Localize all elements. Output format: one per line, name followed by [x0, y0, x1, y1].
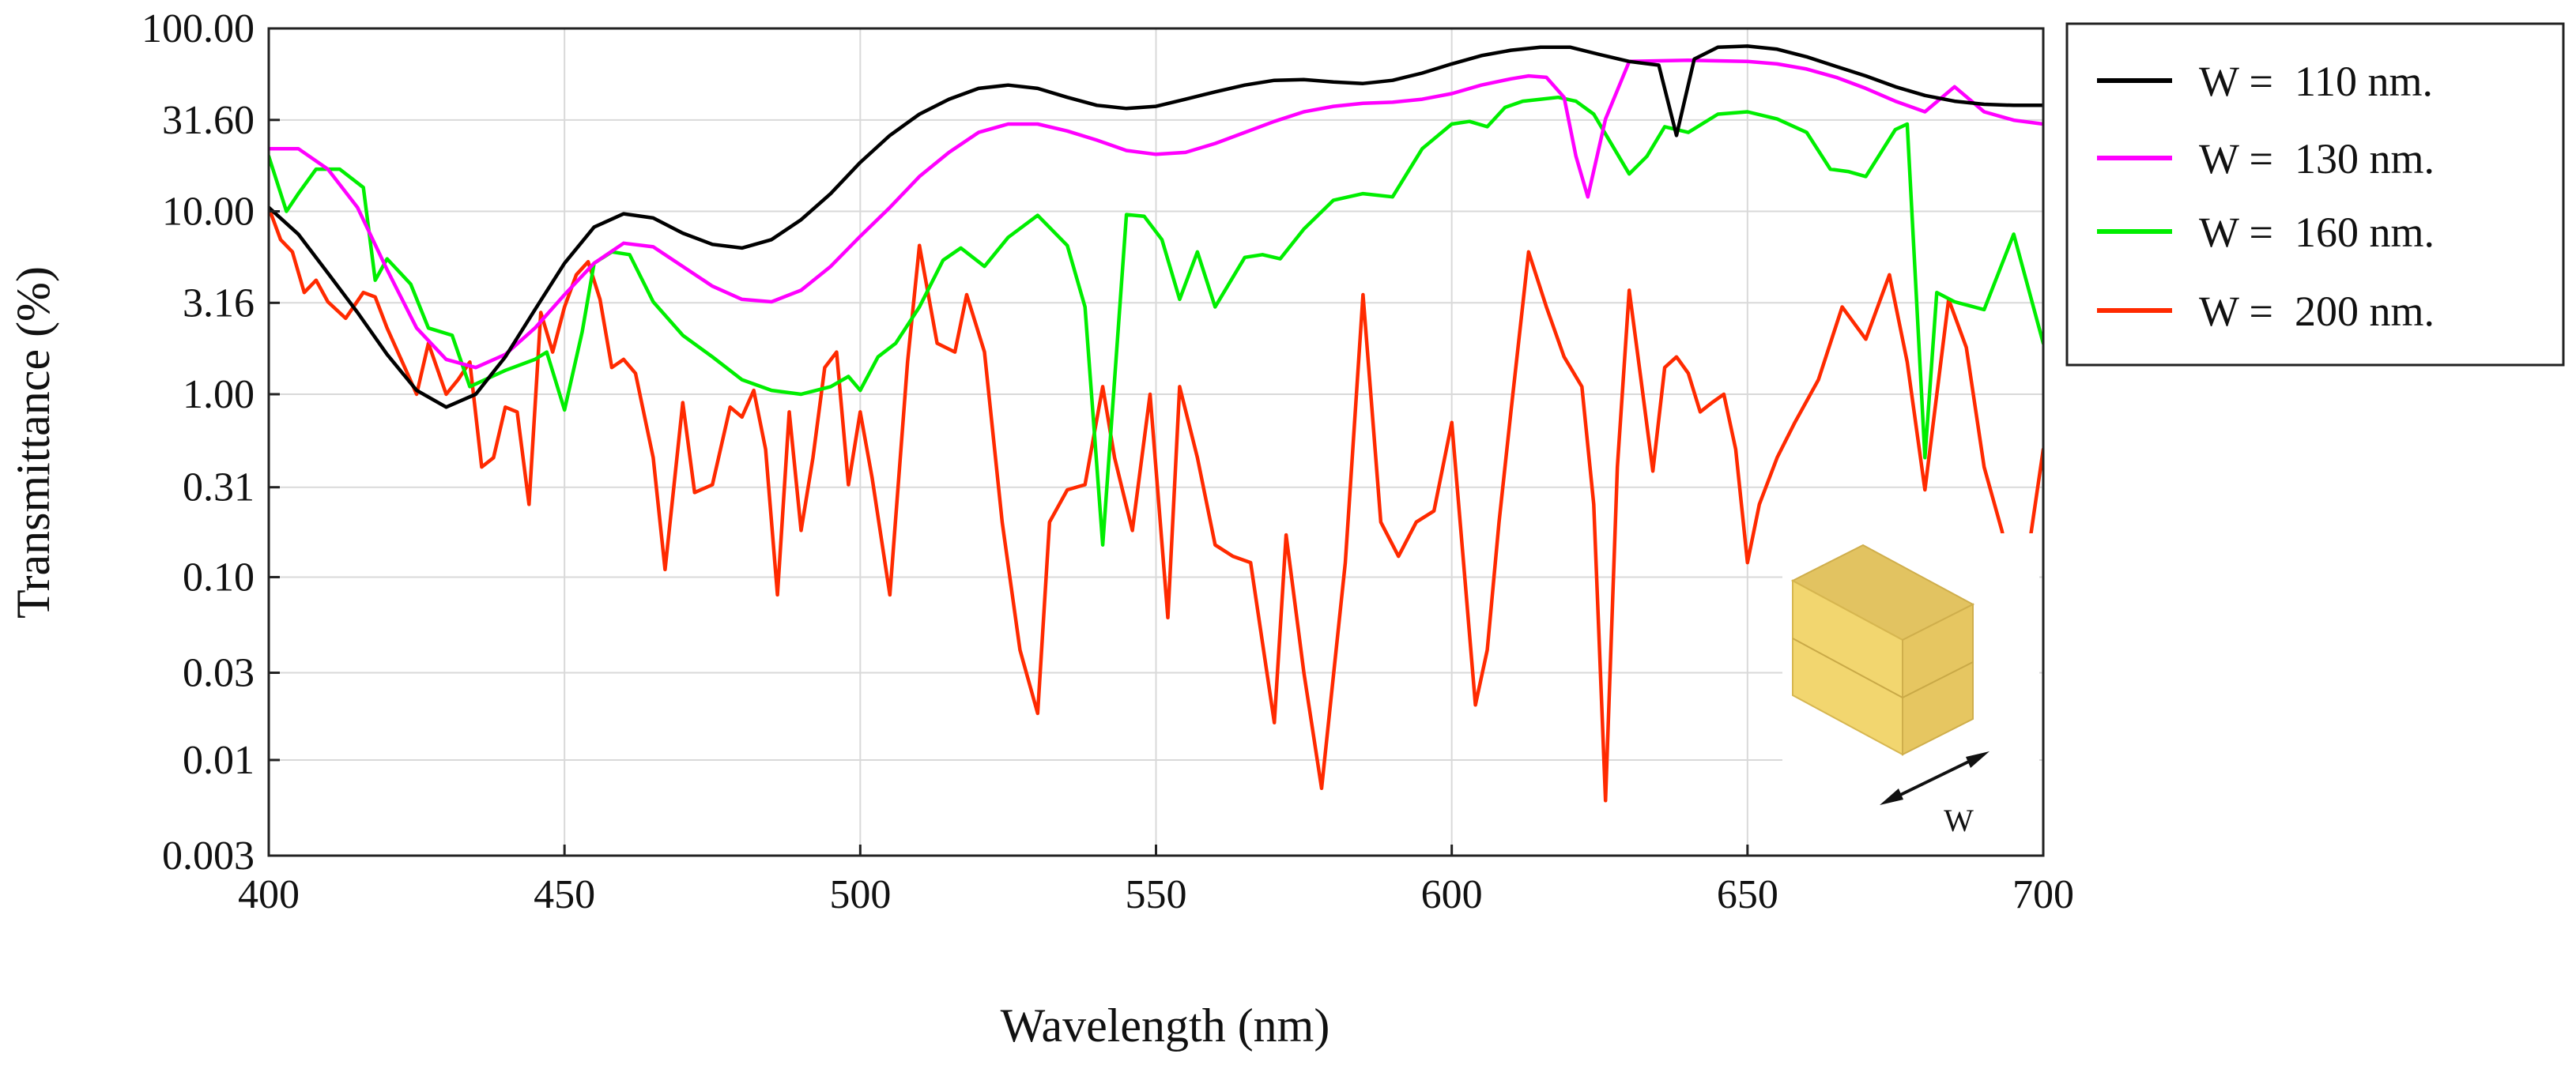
series-line-110nm: [269, 44, 2043, 409]
x-tick-label: 600: [1421, 872, 1483, 917]
series-line-160nm: [269, 95, 2043, 547]
axis-ticks: 400 450 500 550 600 650 700 0.003 0.01 0.03 0.10 0.…: [141, 6, 2074, 917]
y-tick-label: 1.00: [183, 372, 255, 417]
series-line-200nm: [269, 205, 2043, 803]
legend: W = 110 nm. W = 130 nm. W = 160 nm. W = …: [2065, 22, 2565, 367]
data-series: [269, 44, 2043, 803]
cube-seam: [1902, 661, 1974, 698]
width-arrow-head-right: [1966, 751, 1990, 768]
y-tick-label: 0.31: [183, 465, 255, 510]
x-tick-label: 400: [238, 872, 300, 917]
cube-seam: [1792, 638, 1903, 698]
y-tick-label: 0.03: [183, 651, 255, 696]
series-line-130nm: [269, 58, 2043, 370]
x-tick-label: 500: [829, 872, 891, 917]
y-tick-label: 100.00: [141, 6, 255, 51]
legend-label-200nm: W = 200 nm.: [2199, 288, 2435, 335]
x-tick-label: 450: [534, 872, 595, 917]
y-tick-label: 0.003: [162, 834, 255, 879]
legend-label-160nm: W = 160 nm.: [2199, 209, 2435, 256]
y-tick-label: 3.16: [183, 280, 255, 326]
legend-label-110nm: W = 110 nm.: [2199, 58, 2433, 105]
y-axis-title: Transmittance (%): [7, 266, 59, 619]
legend-label-130nm: W = 130 nm.: [2199, 135, 2435, 183]
cube-inset: W: [1782, 533, 2039, 849]
width-arrow-shaft: [1888, 755, 1981, 802]
inset-width-label: W: [1944, 803, 1974, 838]
y-tick-label: 10.00: [162, 189, 255, 234]
x-tick-label: 550: [1126, 872, 1187, 917]
y-tick-label: 0.01: [183, 738, 255, 783]
x-tick-label: 650: [1717, 872, 1778, 917]
x-axis-title: Wavelength (nm): [1001, 999, 1330, 1052]
y-tick-label: 0.10: [183, 555, 255, 600]
y-tick-label: 31.60: [162, 98, 255, 143]
x-tick-label: 700: [2012, 872, 2074, 917]
width-arrow-head-left: [1880, 788, 1903, 805]
